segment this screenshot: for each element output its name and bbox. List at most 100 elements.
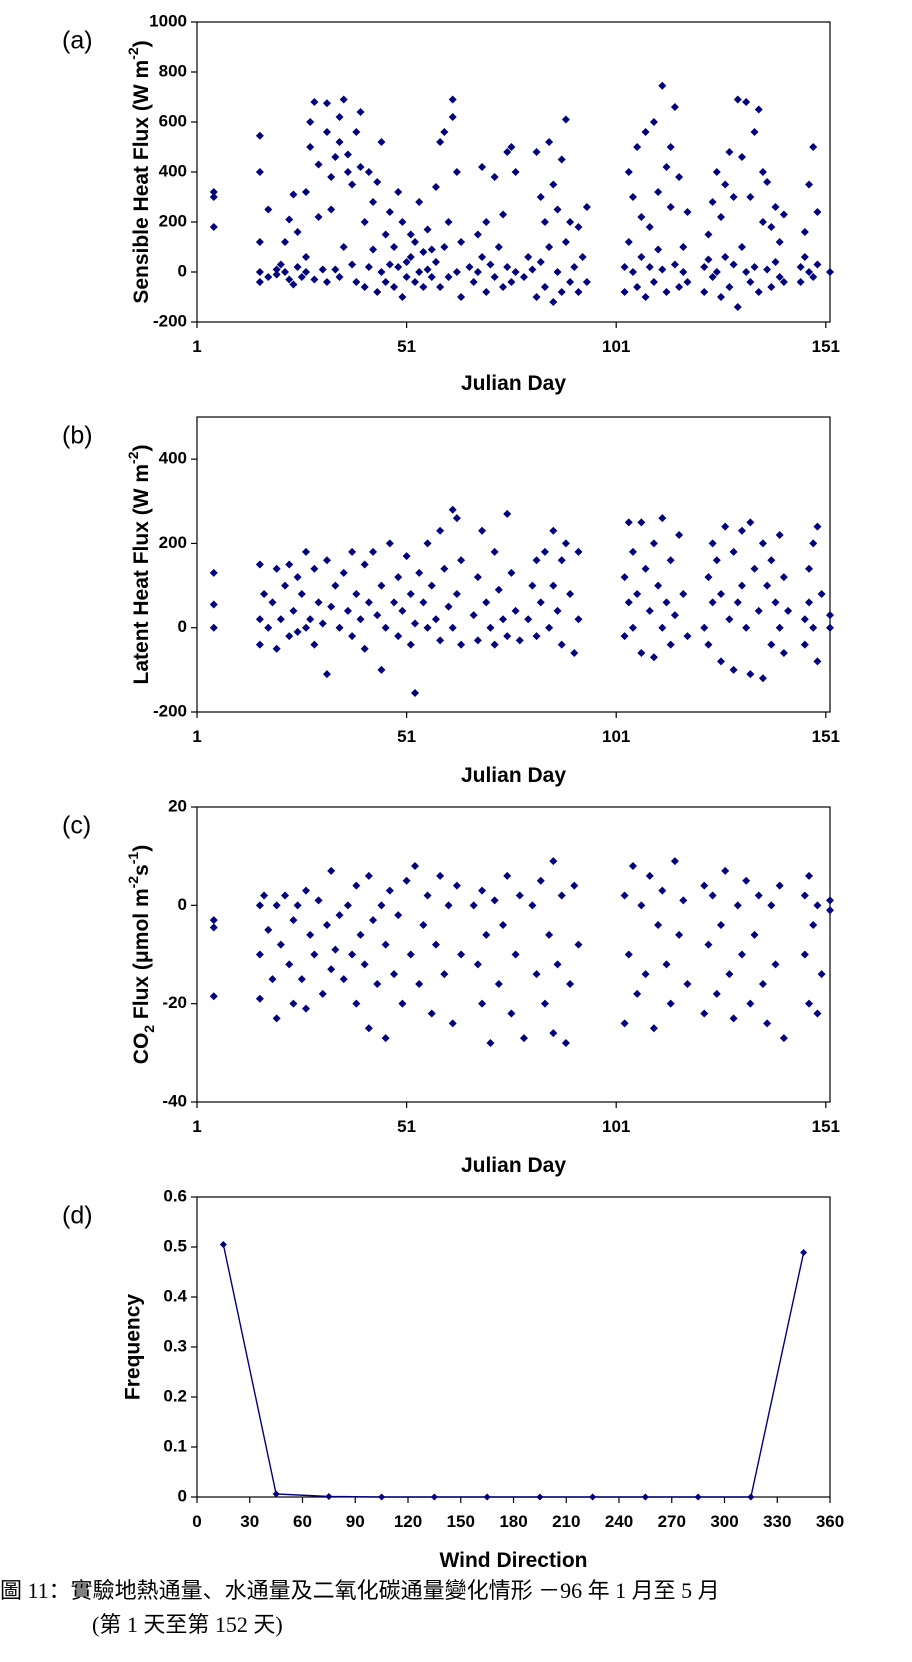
- data-point: [423, 265, 432, 274]
- x-tick-label: 151: [812, 1117, 840, 1136]
- data-point: [352, 128, 361, 136]
- data-point: [348, 547, 357, 556]
- data-point: [415, 268, 424, 276]
- data-point: [704, 573, 713, 582]
- data-point: [381, 278, 390, 286]
- data-point: [620, 288, 629, 296]
- data-point: [658, 514, 667, 523]
- y-tick-label: 0.6: [163, 1186, 187, 1205]
- data-point: [473, 636, 482, 645]
- data-point: [327, 866, 336, 875]
- data-point: [633, 590, 642, 598]
- data-point: [436, 526, 445, 535]
- data-point: [566, 590, 575, 598]
- data-point: [402, 552, 411, 561]
- data-point: [524, 253, 533, 261]
- data-point: [385, 260, 394, 269]
- data-point: [566, 980, 575, 988]
- data-point: [628, 862, 637, 870]
- data-point: [796, 278, 805, 286]
- data-point: [406, 230, 415, 239]
- data-point: [293, 901, 302, 910]
- data-point: [633, 283, 642, 291]
- data-point: [679, 896, 688, 905]
- data-point: [637, 518, 646, 527]
- data-point: [763, 1019, 772, 1028]
- data-point: [297, 590, 306, 598]
- y-tick-label: 200: [159, 533, 187, 552]
- data-point: [561, 1039, 570, 1047]
- data-point: [318, 619, 327, 628]
- data-point: [457, 556, 466, 565]
- data-point: [645, 263, 654, 271]
- data-point: [381, 940, 390, 949]
- data-point: [209, 600, 218, 609]
- data-point: [721, 866, 730, 875]
- data-point: [771, 598, 780, 607]
- data-point: [306, 615, 315, 624]
- data-point: [255, 278, 264, 286]
- data-point: [666, 143, 675, 151]
- data-point: [536, 876, 545, 885]
- data-point: [410, 238, 419, 246]
- data-point: [524, 615, 533, 624]
- y-tick-label: 800: [159, 61, 187, 80]
- data-point: [419, 248, 428, 256]
- data-point: [398, 218, 407, 226]
- data-point: [633, 143, 642, 151]
- data-point: [750, 128, 759, 136]
- data-point: [515, 891, 524, 900]
- data-point: [373, 611, 382, 620]
- data-point: [566, 278, 575, 286]
- data-point: [322, 556, 331, 565]
- data-point: [209, 992, 218, 1001]
- data-point: [813, 208, 822, 216]
- data-point: [482, 930, 491, 939]
- panel-label: (b): [62, 422, 93, 450]
- data-point: [423, 225, 432, 234]
- data-point: [318, 265, 327, 274]
- data-point: [528, 581, 537, 590]
- data-point: [800, 950, 809, 959]
- data-point: [645, 223, 654, 231]
- plot-frame: [196, 1196, 831, 1498]
- data-point: [641, 1493, 649, 1501]
- data-point: [410, 619, 419, 628]
- data-point: [272, 564, 281, 573]
- data-point: [540, 283, 549, 291]
- data-point: [473, 573, 482, 582]
- data-point: [683, 208, 692, 216]
- data-point: [507, 1009, 516, 1018]
- data-point: [255, 238, 264, 246]
- x-tick-label: 101: [602, 1117, 630, 1136]
- data-point: [268, 598, 277, 607]
- data-point: [700, 263, 709, 271]
- data-point: [758, 980, 767, 988]
- data-point: [620, 632, 629, 641]
- data-point: [373, 288, 382, 296]
- data-point: [589, 1493, 597, 1501]
- x-tick-label: 330: [763, 1512, 791, 1531]
- data-point: [549, 1029, 558, 1038]
- data-point: [805, 871, 814, 880]
- data-point: [704, 230, 713, 239]
- data-point: [566, 218, 575, 226]
- data-point: [276, 940, 285, 949]
- data-point: [729, 547, 738, 556]
- data-point: [725, 283, 734, 291]
- data-point: [255, 268, 264, 276]
- data-point: [339, 95, 348, 104]
- data-point: [796, 263, 805, 271]
- data-point: [624, 238, 633, 246]
- data-point: [737, 153, 746, 161]
- data-point: [289, 999, 298, 1008]
- data-point: [264, 205, 273, 214]
- data-point: [683, 980, 692, 988]
- data-point: [209, 568, 218, 577]
- data-point: [704, 940, 713, 949]
- data-point: [499, 283, 508, 291]
- data-point: [624, 598, 633, 607]
- data-point: [712, 268, 721, 276]
- x-tick-label: 101: [602, 337, 630, 356]
